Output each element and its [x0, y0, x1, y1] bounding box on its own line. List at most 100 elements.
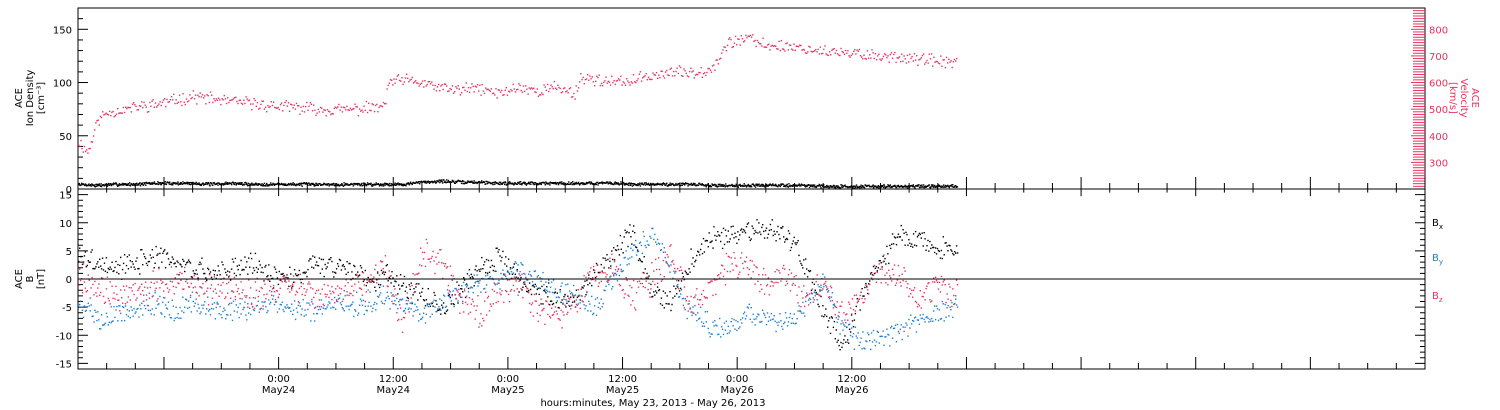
data-point	[172, 258, 174, 260]
data-point	[249, 307, 251, 309]
data-point	[401, 184, 403, 187]
data-point	[730, 38, 732, 41]
data-point	[699, 248, 702, 251]
data-point	[180, 317, 182, 319]
data-point	[388, 277, 390, 279]
data-point	[505, 256, 507, 258]
data-point	[493, 265, 495, 268]
data-point	[135, 260, 137, 262]
data-point	[587, 284, 589, 286]
data-point	[245, 296, 247, 299]
data-point	[793, 185, 795, 187]
data-point	[618, 274, 621, 277]
data-point	[753, 318, 755, 320]
data-point	[244, 256, 246, 258]
data-point	[331, 112, 333, 115]
data-point	[227, 182, 229, 184]
data-point	[264, 301, 266, 303]
data-point	[902, 326, 904, 328]
data-point	[335, 300, 338, 302]
data-point	[99, 185, 102, 187]
data-point	[728, 38, 730, 40]
data-point	[412, 82, 415, 84]
data-point	[903, 232, 905, 234]
data-point	[246, 295, 248, 297]
data-point	[758, 222, 760, 224]
data-point	[652, 227, 654, 230]
data-point	[377, 295, 379, 298]
data-point	[443, 265, 446, 267]
data-point	[731, 317, 733, 320]
data-point	[566, 313, 568, 315]
data-point	[362, 280, 365, 283]
data-point	[221, 292, 223, 294]
data-point	[831, 186, 834, 188]
data-point	[570, 304, 573, 306]
data-point	[875, 265, 878, 268]
data-point	[290, 285, 292, 287]
data-point	[559, 319, 561, 321]
data-point	[295, 274, 298, 277]
data-point	[266, 111, 268, 113]
data-point	[549, 300, 552, 302]
data-point	[148, 292, 151, 294]
data-point	[887, 333, 889, 336]
data-point	[854, 49, 856, 51]
data-point	[193, 275, 195, 277]
data-point	[464, 301, 467, 304]
data-point	[81, 292, 84, 294]
data-point	[788, 44, 791, 46]
data-point	[398, 301, 400, 303]
data-point	[269, 184, 271, 186]
data-point	[924, 321, 926, 323]
data-point	[859, 341, 861, 344]
data-point	[151, 296, 153, 298]
data-point	[436, 303, 438, 305]
data-point	[619, 234, 622, 237]
data-point	[604, 80, 606, 82]
data-point	[791, 48, 793, 50]
data-point	[821, 184, 823, 187]
data-point	[589, 182, 591, 184]
data-point	[880, 335, 882, 337]
data-point	[369, 291, 371, 293]
data-point	[743, 311, 746, 313]
data-point	[350, 182, 352, 185]
data-point	[124, 305, 127, 307]
data-point	[766, 237, 769, 239]
data-point	[452, 92, 455, 94]
data-point	[122, 184, 125, 186]
data-point	[218, 270, 220, 272]
data-point	[638, 183, 640, 186]
data-point	[720, 326, 723, 328]
data-point	[214, 318, 216, 320]
data-point	[385, 297, 387, 299]
data-point	[104, 113, 106, 115]
data-point	[292, 184, 295, 186]
data-point	[196, 103, 198, 105]
data-point	[605, 285, 607, 287]
data-point	[370, 182, 372, 184]
data-point	[363, 279, 365, 281]
data-point	[869, 280, 871, 282]
data-point	[280, 102, 283, 104]
data-point	[932, 186, 934, 188]
data-point	[657, 242, 660, 244]
data-point	[855, 53, 857, 55]
data-point	[253, 269, 256, 272]
data-point	[812, 297, 814, 299]
data-point	[79, 145, 81, 148]
data-point	[146, 304, 149, 307]
data-point	[145, 106, 147, 108]
data-point	[944, 66, 947, 69]
data-point	[533, 183, 536, 186]
data-point	[117, 108, 119, 110]
data-point	[327, 284, 329, 287]
data-point	[169, 280, 172, 282]
data-point	[770, 45, 772, 47]
data-point	[662, 183, 664, 185]
data-point	[670, 309, 672, 312]
data-point	[234, 296, 237, 298]
data-point	[225, 102, 228, 105]
data-point	[491, 264, 494, 267]
